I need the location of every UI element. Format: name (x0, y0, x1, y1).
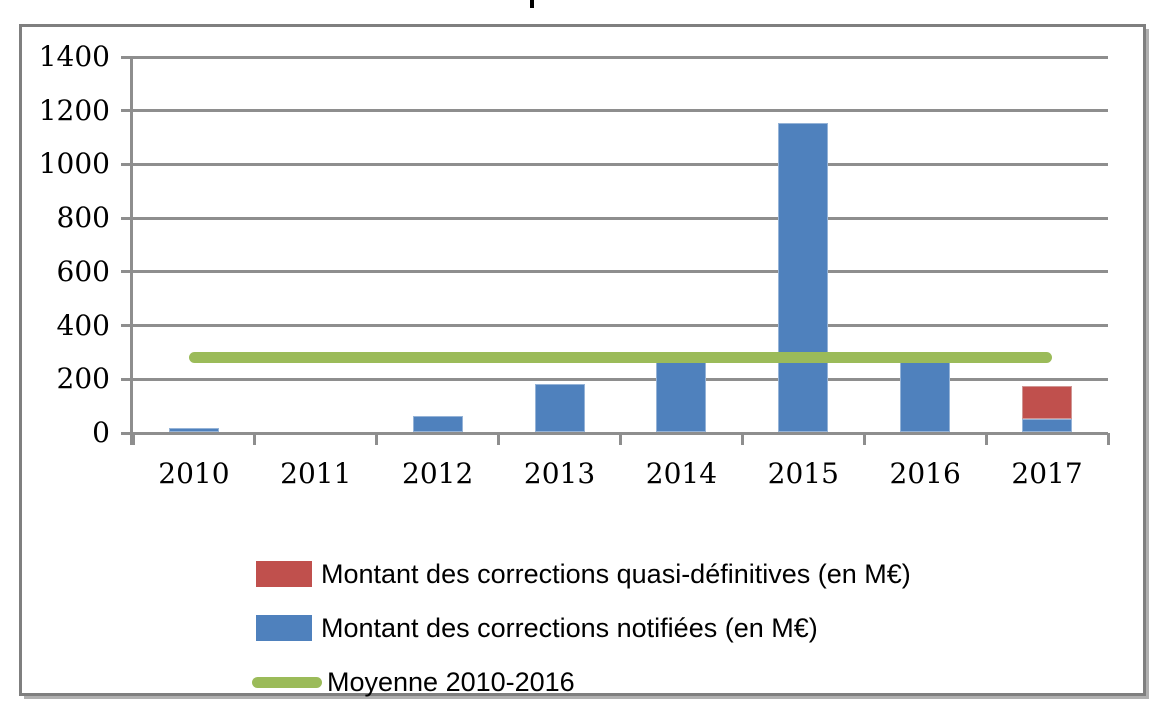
gridline-1000 (133, 162, 1108, 166)
bar-2013-notifiees (534, 383, 585, 432)
x-axis-label-2015: 2015 (767, 457, 839, 490)
gridline-800 (133, 216, 1108, 220)
bar-2016-notifiees (900, 360, 951, 432)
bar-2014-notifiees (656, 360, 707, 432)
y-axis-line (130, 57, 133, 445)
legend-label-quasi-definitives: Montant des corrections quasi-définitive… (321, 558, 911, 589)
x-axis-label-2013: 2013 (523, 457, 596, 490)
moyenne-line (188, 352, 1053, 364)
gridline-600 (133, 270, 1108, 274)
plot-area: 0 200 400 600 800 1000 1200 1400 2010 2011 2012 201… (39, 42, 1110, 489)
x-axis-tick (619, 433, 622, 445)
x-axis-tick (253, 433, 257, 445)
gridline-200 (133, 377, 1108, 381)
x-axis-label-2014: 2014 (645, 457, 718, 490)
x-axis-tick (375, 433, 379, 445)
x-axis-label-2012: 2012 (402, 457, 474, 490)
y-axis-label-400: 400 (56, 308, 110, 342)
legend-label-notifiees: Montant des corrections notifiées (en M€… (321, 612, 818, 643)
x-axis-tick (862, 433, 866, 445)
x-axis-tick (131, 433, 135, 445)
y-axis-label-1400: 1400 (38, 40, 110, 73)
y-axis-tick-200 (121, 377, 133, 381)
cropped-title-text-fragment (530, 0, 534, 8)
x-axis-tick (1106, 433, 1110, 445)
legend-item-quasi-definitives: Montant des corrections quasi-définitive… (256, 559, 911, 589)
y-axis-label-1200: 1200 (38, 93, 110, 127)
chart-legend: Montant des corrections quasi-définitive… (252, 559, 911, 721)
y-axis-tick-600 (121, 270, 133, 274)
gridline-400 (133, 324, 1108, 328)
bar-2015-notifiees (778, 123, 829, 432)
bar-2012-notifiees (412, 415, 463, 432)
x-axis-tick (497, 433, 501, 445)
y-axis-tick-1200 (121, 109, 133, 113)
y-axis-tick-1400 (121, 55, 133, 59)
y-axis-tick-400 (121, 324, 133, 328)
y-axis-tick-0 (121, 431, 133, 435)
y-axis-label-600: 600 (56, 254, 110, 288)
legend-item-notifiees: Montant des corrections notifiées (en M€… (256, 613, 911, 643)
y-axis-label-0: 0 (92, 416, 110, 449)
x-axis-label-2016: 2016 (889, 457, 961, 490)
y-axis-label-1000: 1000 (38, 147, 110, 181)
legend-swatch-red (256, 561, 312, 587)
legend-label-moyenne: Moyenne 2010-2016 (327, 666, 575, 697)
legend-swatch-blue (256, 615, 312, 641)
legend-line-swatch-green (252, 676, 322, 688)
bar-2017-notifiees (1022, 418, 1073, 432)
y-axis-tick-800 (121, 216, 133, 220)
legend-item-moyenne: Moyenne 2010-2016 (252, 666, 911, 697)
y-axis-tick-1000 (121, 162, 133, 166)
y-axis-label-800: 800 (56, 201, 110, 235)
x-axis-tick (740, 433, 744, 445)
gridline-1400 (133, 55, 1108, 59)
y-axis-label-200: 200 (56, 362, 110, 396)
x-axis-label-2011: 2011 (280, 457, 352, 490)
x-axis-label-2010: 2010 (158, 457, 230, 490)
gridline-1200 (133, 109, 1108, 113)
x-axis-label-2017: 2017 (1011, 457, 1083, 490)
x-axis-tick (984, 433, 988, 445)
bar-2010-notifiees (168, 427, 219, 432)
bar-2017-quasi-definitives (1022, 386, 1073, 419)
